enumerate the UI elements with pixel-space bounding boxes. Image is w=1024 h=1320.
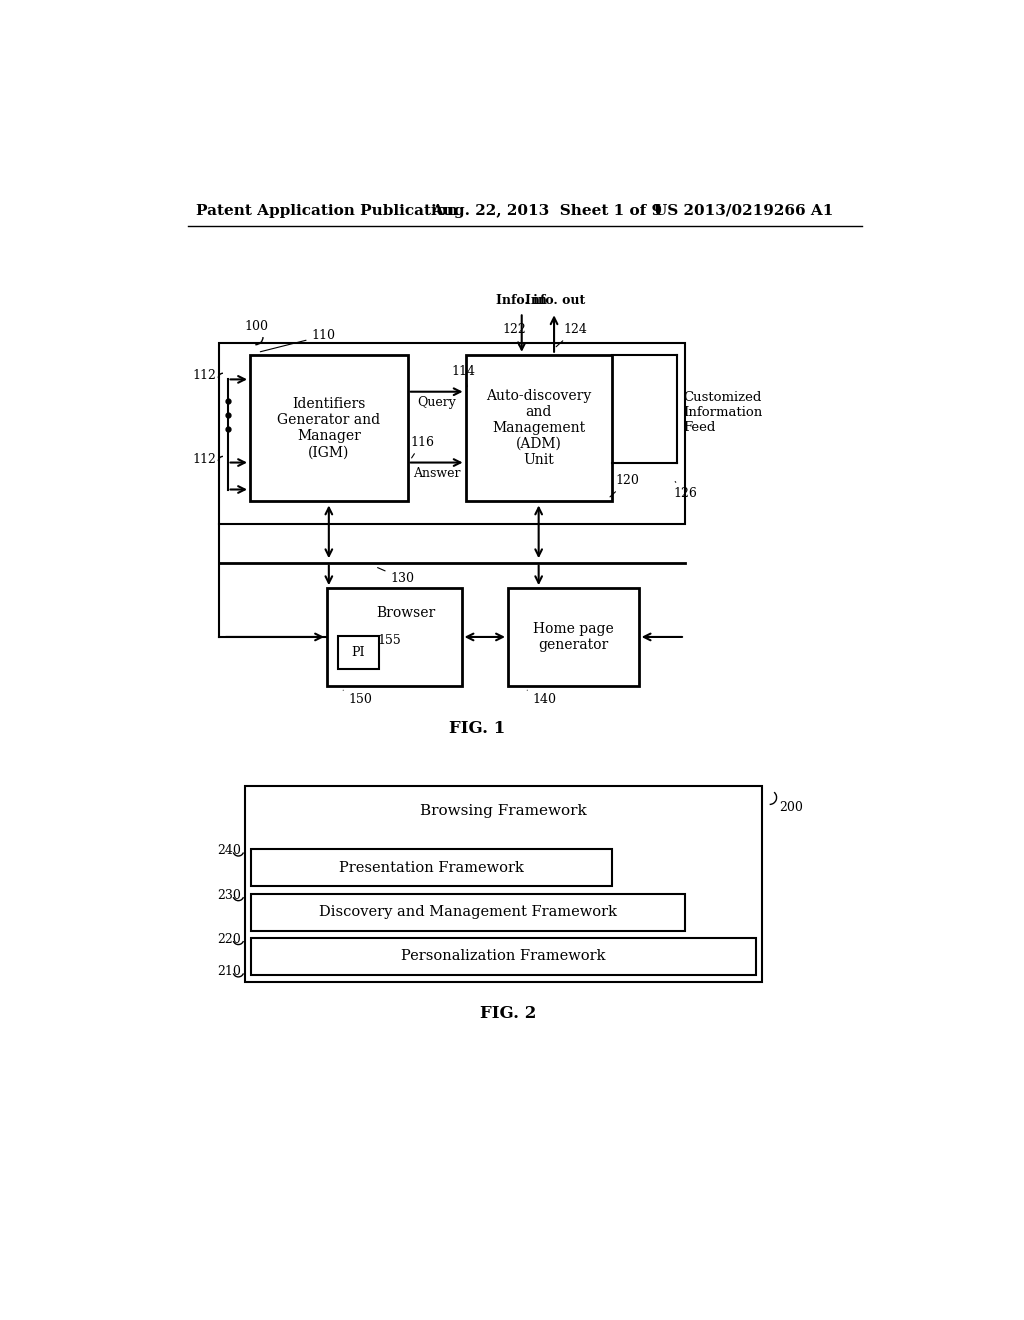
Text: 200: 200 (779, 801, 803, 814)
Text: Info. out: Info. out (525, 294, 586, 308)
Text: Patent Application Publication: Patent Application Publication (196, 203, 458, 218)
Text: 126: 126 (674, 482, 697, 500)
Text: 230: 230 (217, 888, 242, 902)
Text: 100: 100 (245, 319, 268, 333)
Bar (508, 589, 639, 686)
Text: 150: 150 (343, 690, 373, 706)
Bar (245, 785, 762, 982)
Text: 122: 122 (503, 323, 526, 346)
Bar (250, 355, 408, 502)
Bar (466, 355, 611, 502)
Text: Presentation Framework: Presentation Framework (339, 861, 523, 875)
Text: 120: 120 (610, 474, 640, 496)
Text: Info. in: Info. in (497, 294, 547, 308)
Text: 116: 116 (410, 436, 434, 458)
Text: 240: 240 (217, 843, 242, 857)
Text: 112: 112 (193, 370, 217, 383)
Text: Home page
generator: Home page generator (532, 622, 613, 652)
Bar (219, 343, 685, 524)
Text: 112: 112 (193, 453, 217, 466)
Text: 110: 110 (260, 330, 336, 351)
Text: 130: 130 (378, 568, 415, 585)
Text: Browser: Browser (376, 606, 435, 620)
Text: PI: PI (351, 645, 366, 659)
Text: US 2013/0219266 A1: US 2013/0219266 A1 (654, 203, 834, 218)
Bar (338, 636, 379, 669)
Bar (251, 937, 756, 974)
Text: Browsing Framework: Browsing Framework (420, 804, 587, 818)
Text: FIG. 2: FIG. 2 (479, 1005, 536, 1022)
Bar (251, 849, 611, 886)
Text: 140: 140 (527, 690, 556, 706)
Text: 155: 155 (377, 634, 400, 647)
Text: Aug. 22, 2013  Sheet 1 of 9: Aug. 22, 2013 Sheet 1 of 9 (431, 203, 662, 218)
Text: Personalization Framework: Personalization Framework (401, 949, 605, 964)
Bar (251, 894, 685, 931)
Text: Identifiers
Generator and
Manager
(IGM): Identifiers Generator and Manager (IGM) (278, 396, 380, 459)
Text: 124: 124 (556, 323, 587, 347)
Text: 210: 210 (217, 965, 242, 978)
Text: Answer: Answer (413, 467, 461, 480)
Text: Discovery and Management Framework: Discovery and Management Framework (318, 906, 616, 919)
Text: FIG. 1: FIG. 1 (449, 719, 505, 737)
Text: 114: 114 (452, 364, 476, 387)
Text: Query: Query (417, 396, 456, 409)
Text: 220: 220 (217, 933, 242, 945)
Text: Auto-discovery
and
Management
(ADM)
Unit: Auto-discovery and Management (ADM) Unit (486, 388, 591, 467)
Bar (327, 589, 462, 686)
Text: Customized
Information
Feed: Customized Information Feed (683, 391, 763, 434)
